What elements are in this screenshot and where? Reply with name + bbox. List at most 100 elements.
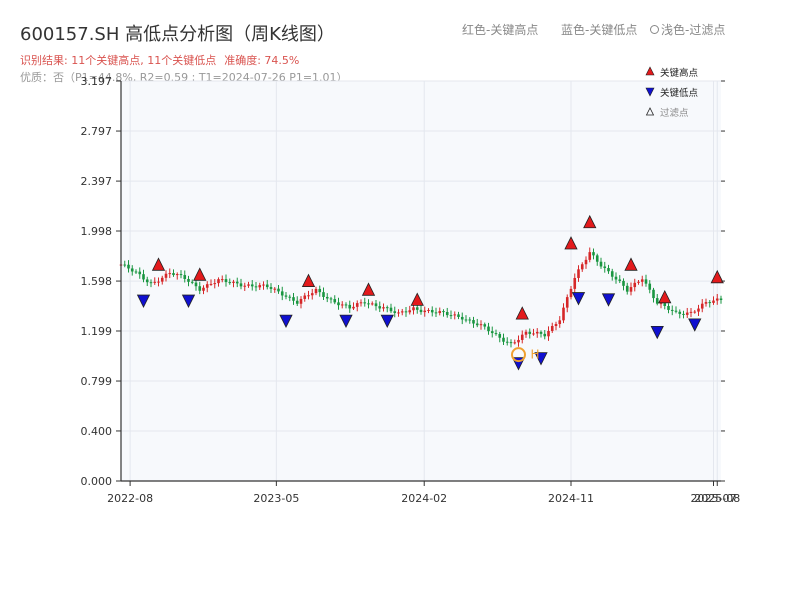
x-tick-label: 2025-08 bbox=[694, 492, 740, 505]
top-legend-red: 红色-关键高点 bbox=[462, 23, 539, 37]
candle-body bbox=[288, 296, 292, 298]
key-low-marker bbox=[650, 325, 664, 340]
candle-body bbox=[577, 269, 580, 278]
candle-body bbox=[434, 312, 438, 314]
y-tick-label: 0.799 bbox=[81, 375, 113, 388]
candle-body bbox=[618, 279, 622, 281]
key-high-marker bbox=[361, 282, 376, 296]
candle-body bbox=[202, 287, 205, 291]
candle-body bbox=[427, 309, 430, 311]
candle-body bbox=[569, 288, 573, 298]
key-low-marker bbox=[181, 294, 196, 308]
candle-body bbox=[678, 311, 682, 314]
candle-body bbox=[153, 281, 157, 283]
legend-filtered-icon bbox=[645, 107, 655, 116]
y-tick-label: 1.199 bbox=[81, 325, 113, 338]
candle-body bbox=[273, 288, 277, 290]
candle-body bbox=[224, 279, 228, 283]
candle-body bbox=[277, 288, 280, 292]
candle-body bbox=[205, 284, 209, 288]
candle-body bbox=[355, 303, 359, 307]
x-tick-label: 2022-08 bbox=[107, 492, 153, 505]
candle-body bbox=[543, 333, 547, 337]
key-high-marker bbox=[658, 289, 672, 304]
candle-body bbox=[157, 281, 160, 283]
top-legend-blue: 蓝色-关键低点 bbox=[561, 23, 638, 37]
key-low-marker bbox=[339, 314, 353, 328]
candle-body bbox=[693, 311, 697, 313]
legend-label: 关键高点 bbox=[660, 67, 699, 79]
candle-body bbox=[565, 297, 569, 308]
candle-body bbox=[385, 307, 389, 309]
result-summary: 识别结果: 11个关键高点, 11个关键低点 准确度: 74.5% bbox=[20, 52, 299, 68]
key-high-marker bbox=[193, 267, 207, 281]
candle-body bbox=[168, 273, 172, 275]
candle-body bbox=[640, 279, 644, 282]
candle-body bbox=[423, 310, 427, 313]
candle-body bbox=[472, 320, 475, 324]
candle-body bbox=[652, 289, 655, 299]
candle-body bbox=[670, 309, 674, 311]
candle-body bbox=[554, 324, 558, 326]
candle-body bbox=[314, 288, 318, 294]
candle-body bbox=[344, 304, 348, 306]
candle-body bbox=[400, 311, 404, 313]
candle-body bbox=[127, 264, 130, 269]
candle-body bbox=[483, 324, 487, 327]
candle-body bbox=[123, 264, 127, 266]
candle-body bbox=[209, 283, 213, 285]
legend-label: 关键低点 bbox=[660, 87, 699, 99]
candle-body bbox=[220, 279, 224, 281]
candle-body bbox=[539, 331, 543, 334]
candle-body bbox=[599, 261, 603, 267]
key-low-marker bbox=[279, 314, 293, 328]
candle-body bbox=[550, 325, 554, 331]
candle-body bbox=[389, 307, 393, 312]
candle-body bbox=[213, 283, 217, 285]
candle-body bbox=[284, 295, 288, 297]
candle-body bbox=[479, 324, 483, 326]
y-tick-label: 1.998 bbox=[81, 225, 113, 238]
candle-body bbox=[625, 285, 629, 292]
candle-body bbox=[190, 281, 194, 283]
candle-body bbox=[254, 286, 258, 288]
candle-body bbox=[247, 284, 250, 286]
x-tick-label: 2025-07 bbox=[691, 492, 737, 505]
key-high-marker bbox=[410, 292, 424, 306]
key-low-marker bbox=[571, 292, 586, 306]
candle-body bbox=[607, 268, 610, 272]
candle-body bbox=[149, 282, 153, 284]
candle-body bbox=[712, 300, 715, 303]
key-high-marker bbox=[564, 236, 578, 250]
candle-body bbox=[325, 296, 329, 299]
legend-high-icon bbox=[645, 66, 655, 76]
candle-body bbox=[329, 298, 333, 300]
candle-body bbox=[644, 279, 648, 284]
candle-body bbox=[310, 293, 314, 296]
candle-body bbox=[442, 311, 445, 313]
candle-body bbox=[603, 266, 607, 269]
key-low-marker bbox=[136, 294, 151, 308]
candle-body bbox=[374, 303, 378, 307]
candle-body bbox=[243, 285, 247, 287]
candle-body bbox=[172, 273, 175, 276]
candle-body bbox=[595, 255, 599, 262]
candle-body bbox=[235, 281, 239, 284]
candle-body bbox=[299, 298, 303, 304]
candle-body bbox=[228, 282, 232, 284]
candle-body bbox=[250, 284, 254, 287]
candle-body bbox=[269, 287, 273, 289]
legend-label: 过滤点 bbox=[660, 107, 689, 119]
candle-body bbox=[460, 316, 464, 320]
candle-body bbox=[307, 295, 310, 297]
candle-body bbox=[704, 302, 708, 304]
top-legend-light: 浅色-过滤点 bbox=[650, 21, 725, 38]
candle-body bbox=[419, 309, 423, 313]
candle-body bbox=[708, 302, 712, 304]
candle-body bbox=[689, 311, 693, 313]
candle-body bbox=[532, 333, 535, 335]
candle-body bbox=[457, 314, 460, 317]
legend-low-icon bbox=[645, 87, 655, 97]
candle-body bbox=[262, 284, 265, 286]
key-high-marker bbox=[301, 273, 316, 287]
